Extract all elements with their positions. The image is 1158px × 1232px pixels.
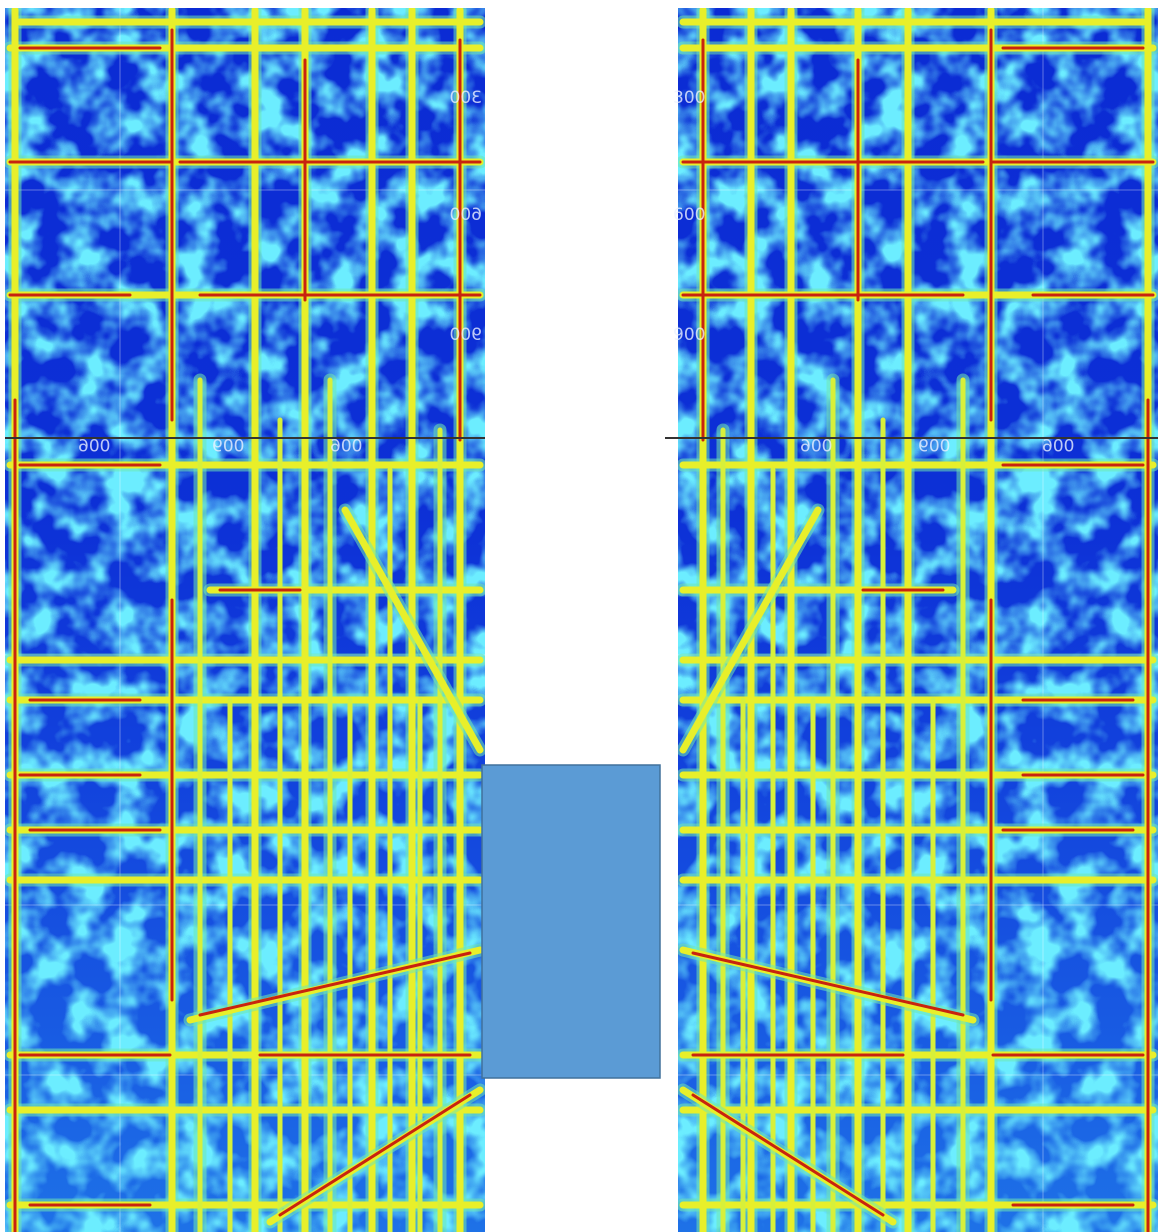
axis-label: 900	[450, 325, 482, 345]
axis-label: 600	[450, 205, 482, 225]
axis-label: 600	[918, 434, 950, 454]
heatmap-right	[678, 8, 1158, 1232]
heatmap-left	[5, 8, 485, 1232]
axis-label: 300	[450, 88, 482, 108]
blue-box	[482, 765, 660, 1078]
axis-label: 900	[673, 325, 705, 345]
axis-label: 300	[673, 88, 705, 108]
axis-label: 600	[673, 205, 705, 225]
page: {"labels": {"left": ["300", "600", "900"…	[0, 0, 1158, 1232]
screenshot: 300 600 900 300 600 900 900 600 900 900 …	[0, 0, 1158, 1232]
axis-label: 900	[330, 434, 362, 454]
axis-label: 900	[1042, 434, 1074, 454]
axis-label: 900	[78, 434, 110, 454]
axis-label: 600	[212, 434, 244, 454]
axis-label: 900	[800, 434, 832, 454]
